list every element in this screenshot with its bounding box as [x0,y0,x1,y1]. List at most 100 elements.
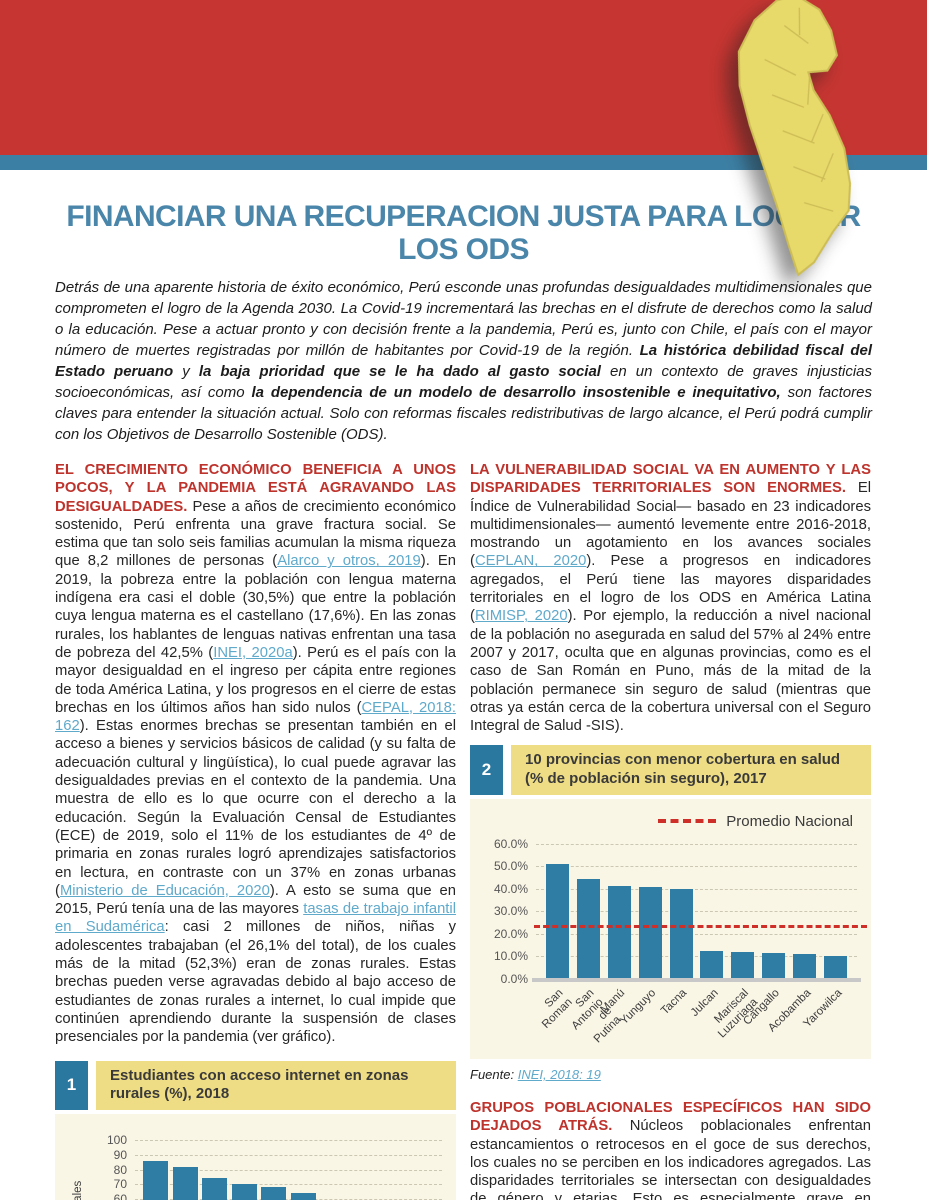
bar-slot [789,844,820,979]
text-segment: son factores claves para entender la sit… [55,384,872,443]
y-tick-label: 60.0% [493,836,528,851]
text-segment: ). En 2019, la pobreza entre la població… [55,553,456,661]
chart-1-plot-area: 0102030405060708090100 [107,1133,442,1200]
chart-2-x-axis [532,977,861,982]
y-tick-label: 90 [113,1147,127,1162]
bar-slot [377,1140,407,1200]
chart-2-number-badge: 2 [470,745,503,795]
section-heading: GRUPOS POBLACIONALES ESPECÍFICOS HAN SID… [470,1099,871,1135]
bar-slot [259,1140,289,1200]
gridline [536,888,857,890]
bar-slot [727,844,758,979]
text-segment: Detrás de una aparente historia de éxito… [55,279,872,359]
gridline [135,1154,442,1156]
citation-link[interactable]: Ministerio de Educación, 2020 [59,882,270,899]
bar-slot [697,844,728,979]
national-average-reference-line [534,924,867,928]
bar-slot [200,1140,230,1200]
bar-yunguyo [638,886,662,979]
chart-1-number-badge: 1 [55,1060,88,1110]
text-segment: la baja prioridad que se le ha dado al g… [198,363,601,380]
citation-link[interactable]: INEI, 2018: 19 [517,1066,601,1082]
y-tick-label: 100 [106,1133,127,1147]
bar-uruguay [172,1166,198,1200]
text-segment: La histórica debilidad fiscal del Estado… [55,342,872,380]
dashed-line-icon [658,819,717,824]
left-column: EL CRECIMIENTO ECONÓMICO BENEFICIA A UNO… [55,461,456,1200]
chart-1-y-axis-label: % de estudiantes rurales [72,1159,84,1200]
chart-1-plot-wrap: % de estudiantes rurales 010203040506070… [72,1133,442,1200]
text-segment: El Índice de Vulnerabilidad Social— basa… [470,480,871,570]
bar-slot [542,844,573,979]
citation-link[interactable]: Alarco y otros, 2019 [277,553,421,570]
text-segment: ). Por ejemplo, la reducción a nivel nac… [470,608,871,735]
bar-slot [171,1140,201,1200]
bar-slot [289,1140,319,1200]
two-column-layout: EL CRECIMIENTO ECONÓMICO BENEFICIA A UNO… [55,461,872,1200]
chart-1-titlebar: Estudiantes con acceso internet en zonas… [96,1060,456,1110]
bar-san-antonio-de-putina [576,878,600,979]
chart-2-x-labels: San Roman San Antonio de Putina Manú Yunguy… [536,987,857,1053]
bar-costa-rica [261,1187,287,1200]
text-segment: la dependencia de un modelo de desarroll… [251,384,781,401]
section-heading: LA VULNERABILIDAD SOCIAL VA EN AUMENTO Y… [470,462,871,497]
y-tick-label: 40.0% [493,881,528,896]
bar-slot [758,844,789,979]
chart-2-panel: 2 10 provincias con menor cobertura en s… [470,745,871,1059]
chart-2-plot-wrap: 0.0% 10.0% 20.0% 30.0% 40.0% 50.0% 60.0% San R… [494,837,867,1053]
right-column: LA VULNERABILIDAD SOCIAL VA EN AUMENTO Y… [470,461,871,1200]
bar-slot [407,1140,437,1200]
text-segment: Núcleos poblacionales enfrentan estancam… [470,1118,872,1200]
y-tick-label: 70 [113,1177,127,1192]
y-tick-label: 30.0% [493,904,528,919]
gridline [135,1169,442,1171]
bar-brasil [202,1178,228,1200]
chart-1-bars [135,1140,442,1200]
section-social-vulnerability: LA VULNERABILIDAD SOCIAL VA EN AUMENTO Y… [470,461,871,735]
gridline [135,1184,442,1186]
citation-link[interactable]: CEPLAN, 2020 [474,553,587,570]
citation-link[interactable]: INEI, 2020a [213,644,293,661]
bar-slot [604,844,635,979]
bar-julcan [700,950,724,979]
bar-chile [143,1160,169,1200]
page-title: FINANCIAR UNA RECUPERACION JUSTA PARA LO… [66,200,861,266]
header-blue-stripe [0,155,927,170]
bar-cangallo [762,953,786,979]
citation-link[interactable]: tasas de trabajo infantil en Sudamérica [55,901,456,936]
gridline [536,933,857,935]
section-heading: EL CRECIMIENTO ECONÓMICO BENEFICIA A UNO… [55,462,456,515]
page-content: FINANCIAR UNA RECUPERACION JUSTA PARA LO… [55,170,872,1200]
bar-slot [141,1140,171,1200]
text-segment: y [173,363,199,380]
x-label-slot: Yarowilca [801,987,851,1053]
citation-link[interactable]: CEPAL, 2018: 162 [55,699,456,735]
gridline [536,866,857,868]
bar-slot [230,1140,260,1200]
legend-promedio-nacional: Promedio Nacional [484,813,853,830]
gridline [536,843,857,845]
chart-2-title: 10 provincias con menor cobertura en sal… [525,751,841,788]
text-segment: Pese a años de crecimiento económico sos… [55,498,456,570]
bar-slot [820,844,851,979]
citation-link[interactable]: RIMISP, 2020 [474,608,568,625]
bar-manú [607,885,631,979]
text-segment: ). A esto se suma que en 2015, Perú tení… [55,882,456,918]
gridline [135,1140,442,1141]
bar-yarowilca [824,955,848,979]
text-segment: ). Pese a progresos en indicadores agreg… [470,553,871,625]
text-segment: en un contexto de graves injusticias soc… [55,363,873,401]
text-segment: Fuente: [470,1066,518,1082]
x-label-slot: San Antonio de Putina [570,987,624,1053]
y-tick-label: 0.0% [500,971,528,986]
text-segment: : casi 2 millones de niños, niñas y adol… [55,919,456,1046]
section-economic-growth: EL CRECIMIENTO ECONÓMICO BENEFICIA A UNO… [55,461,456,1047]
x-label-slot: Tacna [659,987,697,1053]
section-population-groups: GRUPOS POBLACIONALES ESPECÍFICOS HAN SID… [470,1099,871,1200]
text-segment: ). Perú es el país con la mayor desigual… [55,644,456,716]
chart-1-plot-panel: % de estudiantes rurales 010203040506070… [55,1114,456,1200]
bar-tacna [669,888,693,979]
chart-2-plot-panel: Promedio Nacional 0.0% 10.0% 20.0% 30.0% 40.… [470,798,871,1059]
gridline [536,956,857,958]
